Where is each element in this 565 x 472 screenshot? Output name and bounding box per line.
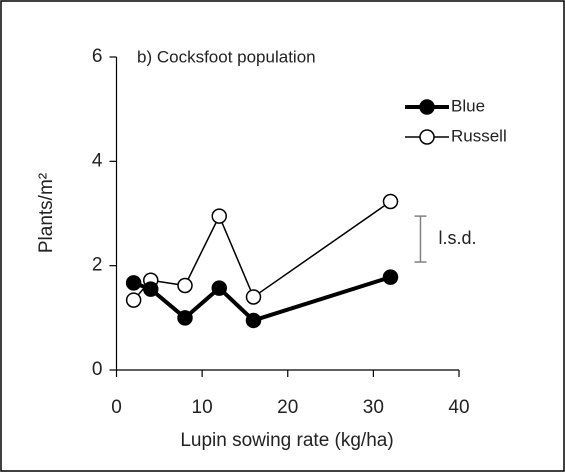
x-axis-label: Lupin sowing rate (kg/ha) (180, 430, 393, 451)
data-point (177, 277, 193, 294)
legend-marker (419, 129, 435, 145)
x-tick-label: 10 (192, 397, 213, 418)
x-tick-label: 40 (448, 397, 469, 418)
lsd-label: l.s.d. (438, 228, 476, 248)
data-point (177, 310, 193, 326)
data-point (382, 269, 399, 285)
y-tick-label: 4 (92, 150, 103, 171)
y-tick-label: 2 (92, 255, 103, 276)
y-tick-label: 6 (92, 46, 103, 67)
legend-label: Russell (451, 126, 507, 145)
data-point (143, 281, 159, 297)
data-point (125, 275, 142, 291)
annotation: b) Cocksfoot population (137, 47, 316, 66)
data-point (245, 289, 262, 305)
data-point (211, 208, 227, 224)
x-tick-label: 0 (111, 397, 122, 418)
data-point (245, 312, 262, 329)
data-point (382, 193, 399, 210)
x-tick-label: 20 (277, 397, 298, 418)
y-axis-label: Plants/m² (36, 173, 57, 253)
legend-label: Blue (451, 96, 485, 115)
data-point (211, 280, 227, 296)
y-tick-label: 0 (92, 359, 103, 380)
data-point (125, 292, 142, 308)
x-tick-label: 30 (363, 397, 384, 418)
legend-marker (419, 99, 435, 115)
